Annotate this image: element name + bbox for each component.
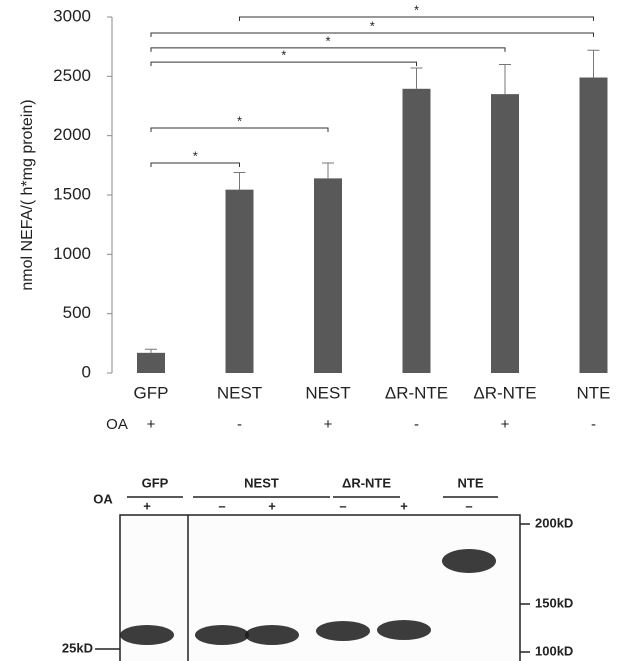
blot-lane-sign: – <box>339 498 346 513</box>
x-tick-label: ΔR-NTE <box>473 383 536 402</box>
significance-label: * <box>325 33 330 48</box>
figure: nmol NEFA/( h*mg protein) OA 25kD 0 500 10… <box>0 0 627 661</box>
x-tick-label: NEST <box>305 383 350 402</box>
y-tick-label: 1500 <box>53 184 91 203</box>
row-value: + <box>501 416 510 433</box>
y-tick-label: 3000 <box>53 6 91 25</box>
significance-bracket <box>151 163 240 167</box>
row-label: OA <box>106 416 128 433</box>
blot-lane-sign: + <box>143 498 151 513</box>
blot-group-label: GFP <box>142 475 169 490</box>
y-tick-label: 0 <box>82 362 91 381</box>
bar <box>580 78 608 373</box>
row-value: + <box>147 416 156 433</box>
bar <box>137 353 165 373</box>
error-bar <box>588 50 600 77</box>
x-tick-label: ΔR-NTE <box>385 383 448 402</box>
significance-bracket <box>151 48 505 52</box>
significance-label: * <box>281 48 286 63</box>
error-bar <box>234 172 246 189</box>
row-value: - <box>414 416 419 433</box>
significance-bracket <box>151 62 417 66</box>
error-bar <box>411 68 423 89</box>
blot-marker: 100kD <box>535 643 573 658</box>
x-tick-label: NTE <box>577 383 611 402</box>
x-tick-label: NEST <box>217 383 262 402</box>
blot-group-label: NTE <box>458 475 484 490</box>
error-bar <box>322 163 334 178</box>
blot-left-marker: 25kD <box>62 640 93 655</box>
bar <box>314 178 342 373</box>
significance-bracket <box>151 33 594 37</box>
blot-band <box>120 625 174 645</box>
row-value: + <box>324 416 333 433</box>
significance-label: * <box>414 2 419 17</box>
error-bar <box>145 349 157 353</box>
blot-lane-sign: + <box>400 498 408 513</box>
error-bar <box>499 64 511 94</box>
significance-label: * <box>193 148 198 163</box>
bar <box>491 94 519 373</box>
significance-label: * <box>370 18 375 33</box>
y-tick-label: 2000 <box>53 125 91 144</box>
significance-bracket <box>240 17 594 21</box>
blot-band <box>245 625 299 645</box>
blot-group-label: NEST <box>244 475 279 490</box>
blot-band <box>442 549 496 573</box>
y-tick-label: 2500 <box>53 66 91 85</box>
y-axis-label: nmol NEFA/( h*mg protein) <box>19 99 36 290</box>
blot-group-label: ΔR-NTE <box>342 475 391 490</box>
blot-row-label: OA <box>93 491 113 506</box>
blot-lane-sign: – <box>218 498 225 513</box>
significance-label: * <box>237 113 242 128</box>
blot-lane-sign: + <box>268 498 276 513</box>
row-value: - <box>591 416 596 433</box>
y-tick-label: 1000 <box>53 244 91 263</box>
bar <box>226 190 254 373</box>
blot-marker: 200kD <box>535 515 573 530</box>
bar <box>403 89 431 373</box>
blot-band <box>195 625 249 645</box>
blot-frame <box>120 515 520 661</box>
x-tick-label: GFP <box>134 383 169 402</box>
blot-band <box>377 620 431 640</box>
blot-marker: 150kD <box>535 595 573 610</box>
blot-band <box>316 621 370 641</box>
row-value: - <box>237 416 242 433</box>
significance-bracket <box>151 128 328 132</box>
blot-lane-sign: – <box>465 498 472 513</box>
y-tick-label: 500 <box>63 303 91 322</box>
